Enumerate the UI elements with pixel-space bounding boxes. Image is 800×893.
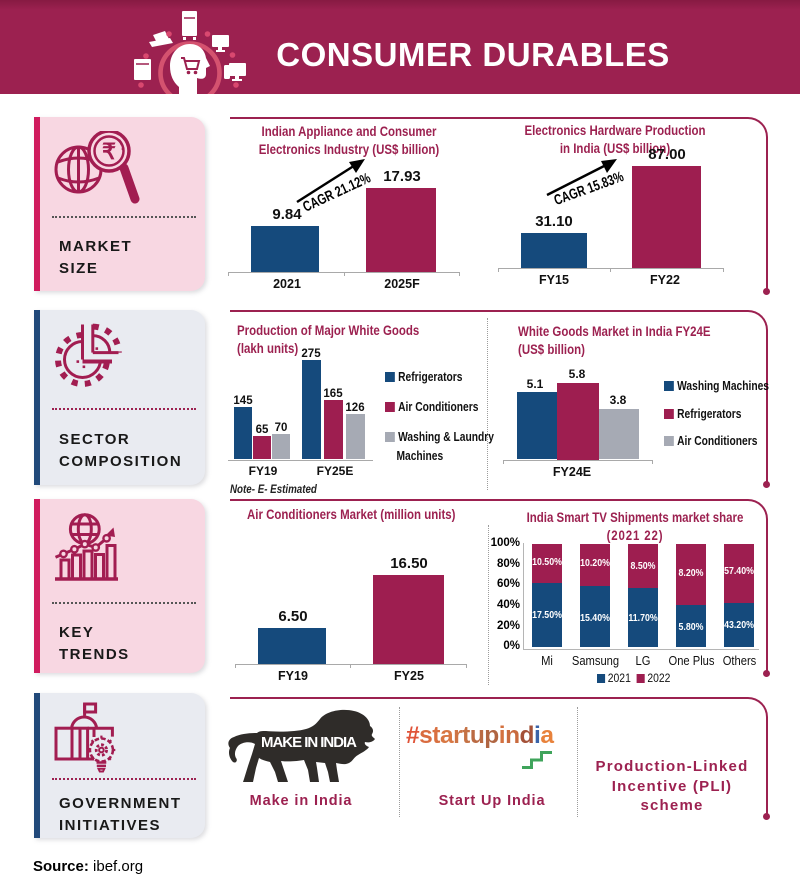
svg-text:₹: ₹ (102, 139, 116, 164)
svg-text:MAKE IN INDIA: MAKE IN INDIA (261, 734, 357, 751)
